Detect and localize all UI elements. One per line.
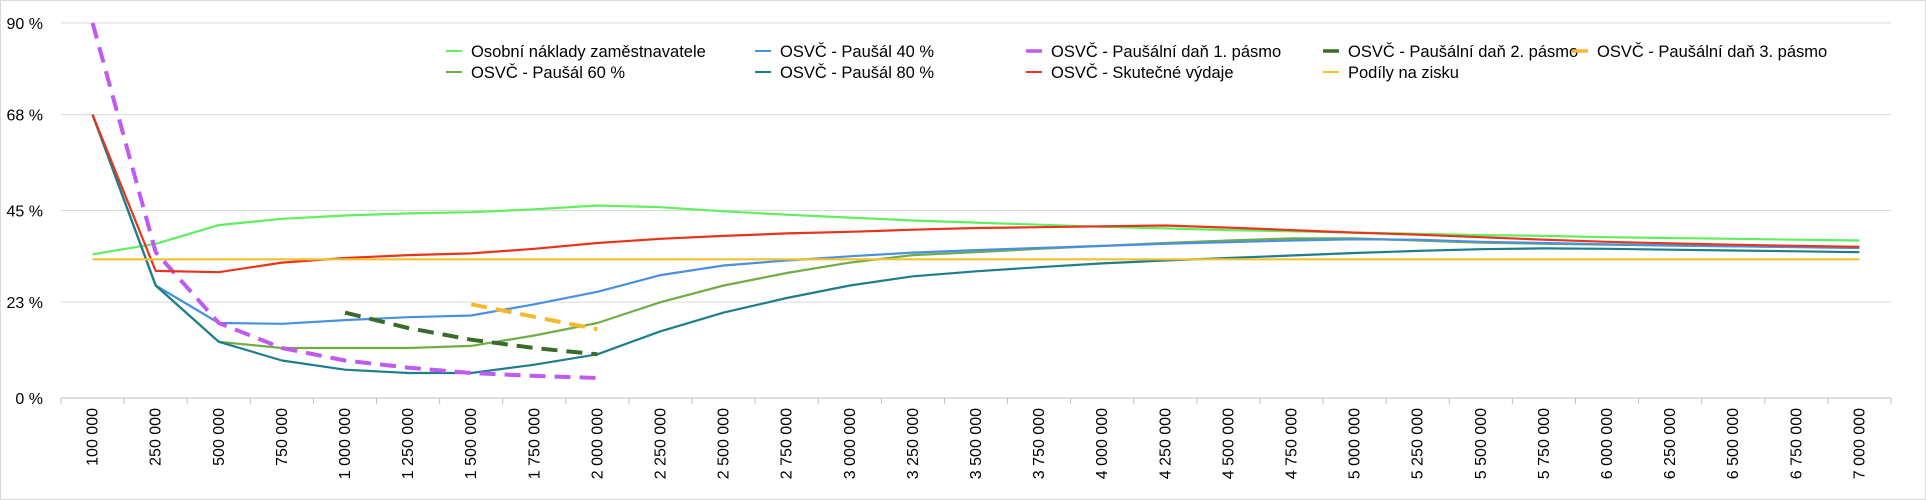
x-tick-label: 6 000 000 [1599, 408, 1616, 479]
legend-label-osobni-naklady-zamestnavatele: Osobní náklady zaměstnavatele [471, 43, 706, 61]
x-tick-label: 1 750 000 [526, 408, 543, 479]
y-tick-label: 23 % [7, 295, 43, 312]
x-tick-label: 3 750 000 [1031, 408, 1048, 479]
y-tick-label: 45 % [7, 204, 43, 221]
x-tick-label: 2 750 000 [779, 408, 796, 479]
y-tick-label: 68 % [7, 108, 43, 125]
x-tick-label: 2 500 000 [716, 408, 733, 479]
legend-label-osvc-pausal-40: OSVČ - Paušál 40 % [780, 42, 934, 61]
legend-label-osvc-pausal-60: OSVČ - Paušál 60 % [471, 63, 625, 82]
x-tick-label: 5 500 000 [1473, 408, 1490, 479]
legend-label-osvc-skutecne-vydaje: OSVČ - Skutečné výdaje [1051, 63, 1234, 82]
x-axis: 100 000 250 000 500 000 750 000 1 000 000 1 2… [60, 398, 1892, 479]
series-line-osvc-pausalni-dan-1-pasmo [90, 22, 598, 380]
x-tick-label: 2 250 000 [652, 408, 669, 479]
x-tick-label: 3 500 000 [968, 408, 985, 479]
x-tick-label: 2 000 000 [589, 408, 606, 479]
x-tick-label: 3 000 000 [842, 408, 859, 479]
gridlines [61, 22, 1891, 399]
y-tick-label: 0 % [15, 391, 43, 408]
legend-label-podily-na-zisku: Podíly na zisku [1348, 64, 1459, 82]
legend-label-osvc-pausalni-dan-2-pasmo: OSVČ - Paušální daň 2. pásmo [1348, 42, 1578, 61]
series-line-osvc-pausal-80 [91, 114, 1860, 375]
x-tick-label: 6 250 000 [1662, 408, 1679, 479]
series-line-osvc-pausal-60 [91, 114, 1860, 350]
x-tick-label: 500 000 [211, 408, 228, 466]
x-tick-label: 1 500 000 [463, 408, 480, 479]
x-tick-label: 5 750 000 [1536, 408, 1553, 479]
legend-label-osvc-pausalni-dan-3-pasmo: OSVČ - Paušální daň 3. pásmo [1597, 42, 1827, 61]
x-tick-label: 4 250 000 [1157, 408, 1174, 479]
x-tick-label: 5 250 000 [1410, 408, 1427, 479]
y-tick-label: 90 % [7, 16, 43, 33]
y-axis: 0 % 23 % 45 % 68 % 90 % [7, 16, 43, 408]
series-line-osvc-skutecne-vydaje [91, 114, 1860, 274]
x-tick-label: 4 750 000 [1284, 408, 1301, 479]
series-lines [90, 22, 1860, 380]
x-tick-label: 3 250 000 [905, 408, 922, 479]
series-line-osvc-pausalni-dan-2-pasmo [344, 310, 598, 357]
x-tick-label: 4 500 000 [1220, 408, 1237, 479]
legend: Osobní náklady zaměstnavatele OSVČ - Pauš… [446, 42, 1827, 82]
x-tick-label: 4 000 000 [1094, 408, 1111, 479]
x-tick-label: 6 750 000 [1788, 408, 1805, 479]
x-tick-label: 1 000 000 [337, 408, 354, 479]
legend-label-osvc-pausal-80: OSVČ - Paušál 80 % [780, 63, 934, 82]
x-tick-label: 250 000 [148, 408, 165, 466]
x-tick-label: 6 500 000 [1725, 408, 1742, 479]
series-line-osvc-pausal-40 [91, 114, 1860, 325]
x-tick-label: 750 000 [274, 408, 291, 466]
x-tick-label: 100 000 [85, 408, 102, 466]
legend-label-osvc-pausalni-dan-1-pasmo: OSVČ - Paušální daň 1. pásmo [1051, 42, 1281, 61]
x-tick-label: 7 000 000 [1851, 408, 1868, 479]
x-tick-label: 5 000 000 [1347, 408, 1364, 479]
series-line-osobni-naklady-zamestnavatele [92, 204, 1860, 256]
series-line-osvc-pausalni-dan-3-pasmo [470, 302, 598, 332]
x-tick-label: 1 250 000 [400, 408, 417, 479]
